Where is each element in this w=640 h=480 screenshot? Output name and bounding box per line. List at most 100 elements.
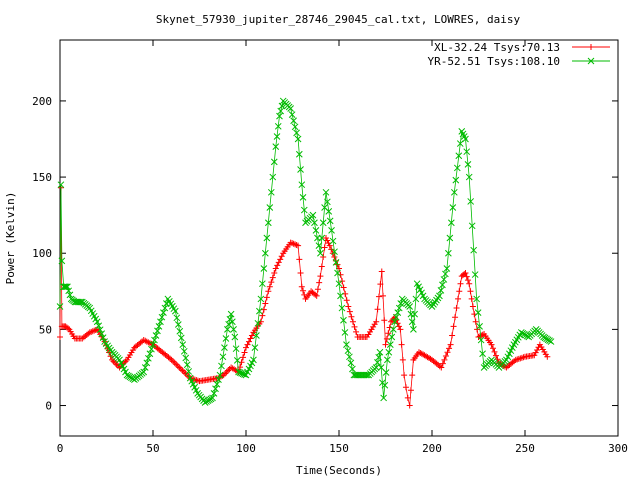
data-point	[297, 270, 304, 277]
data-point	[446, 234, 454, 242]
data-point	[287, 105, 294, 112]
data-point	[532, 349, 539, 356]
data-point	[324, 198, 331, 206]
data-point	[353, 328, 360, 335]
data-point	[245, 338, 252, 345]
data-point	[334, 261, 341, 268]
data-point	[291, 123, 299, 131]
data-point	[457, 280, 464, 287]
data-point	[462, 270, 469, 277]
data-point	[288, 111, 296, 118]
data-point	[311, 219, 318, 227]
data-point	[315, 242, 323, 249]
data-point	[547, 338, 555, 345]
data-point	[534, 346, 541, 353]
data-point	[465, 173, 473, 181]
y-tick-label: 200	[32, 95, 52, 108]
data-point	[427, 355, 434, 362]
data-point	[263, 294, 270, 301]
data-point	[266, 204, 274, 211]
data-point	[463, 273, 470, 280]
data-point	[476, 322, 483, 330]
data-point	[328, 246, 335, 253]
data-point	[256, 307, 263, 315]
data-point	[270, 158, 278, 166]
data-point	[397, 326, 404, 333]
data-point	[225, 320, 232, 328]
data-point	[362, 371, 370, 379]
data-point	[260, 306, 267, 313]
x-tick-label: 150	[329, 442, 349, 455]
data-point	[450, 323, 457, 330]
data-point	[154, 327, 161, 335]
data-point	[141, 364, 149, 371]
data-point	[65, 325, 72, 332]
data-point	[392, 313, 400, 321]
data-point	[348, 313, 355, 320]
data-point	[99, 334, 107, 341]
data-point	[442, 270, 449, 278]
data-point	[215, 376, 222, 383]
data-point	[312, 227, 320, 234]
data-point	[179, 341, 187, 348]
data-point	[287, 239, 294, 246]
data-point	[471, 271, 479, 278]
data-point	[331, 248, 338, 256]
data-point	[324, 237, 331, 244]
data-point	[296, 256, 303, 263]
data-point	[452, 176, 460, 184]
data-point	[89, 328, 96, 335]
plot-frame	[59, 39, 619, 437]
data-point	[467, 198, 475, 205]
data-point	[384, 356, 391, 364]
data-point	[334, 269, 341, 277]
data-point	[58, 257, 66, 265]
data-point	[337, 271, 344, 278]
data-point	[395, 304, 403, 312]
data-point	[232, 345, 240, 353]
data-point	[453, 305, 460, 312]
data-point	[143, 359, 151, 367]
data-point	[439, 281, 446, 289]
data-point	[57, 334, 63, 340]
x-tick-label: 250	[515, 442, 535, 455]
data-point	[243, 344, 249, 351]
data-point	[447, 341, 454, 348]
data-point	[290, 240, 297, 247]
data-point	[404, 394, 411, 401]
series-line	[59, 187, 548, 406]
data-point	[66, 291, 74, 299]
chart-title: Skynet_57930_jupiter_28746_29045_cal.txt…	[156, 13, 521, 26]
data-point	[464, 277, 471, 284]
data-point	[410, 326, 417, 333]
data-point	[467, 288, 474, 295]
data-point	[262, 300, 269, 307]
data-point	[295, 150, 303, 158]
data-point	[443, 265, 451, 272]
data-point	[277, 107, 285, 115]
data-point	[328, 227, 335, 234]
data-point	[213, 380, 221, 388]
data-point	[148, 345, 155, 353]
data-point	[442, 353, 449, 360]
data-point	[490, 345, 497, 352]
data-point	[398, 341, 405, 348]
data-point	[210, 390, 218, 397]
y-tick-label: 150	[32, 171, 52, 184]
data-point	[444, 349, 451, 356]
data-point	[261, 249, 269, 257]
data-point	[343, 341, 350, 348]
data-point	[375, 353, 383, 361]
data-point	[65, 287, 73, 295]
data-point	[338, 304, 346, 312]
data-point	[157, 318, 164, 326]
data-point	[247, 335, 254, 342]
data-point	[378, 268, 385, 275]
data-point	[267, 188, 275, 196]
data-point	[274, 262, 281, 269]
data-point	[440, 276, 448, 283]
x-tick-label: 200	[422, 442, 442, 455]
data-point	[253, 332, 260, 339]
data-point	[346, 353, 353, 361]
data-point	[212, 385, 219, 393]
